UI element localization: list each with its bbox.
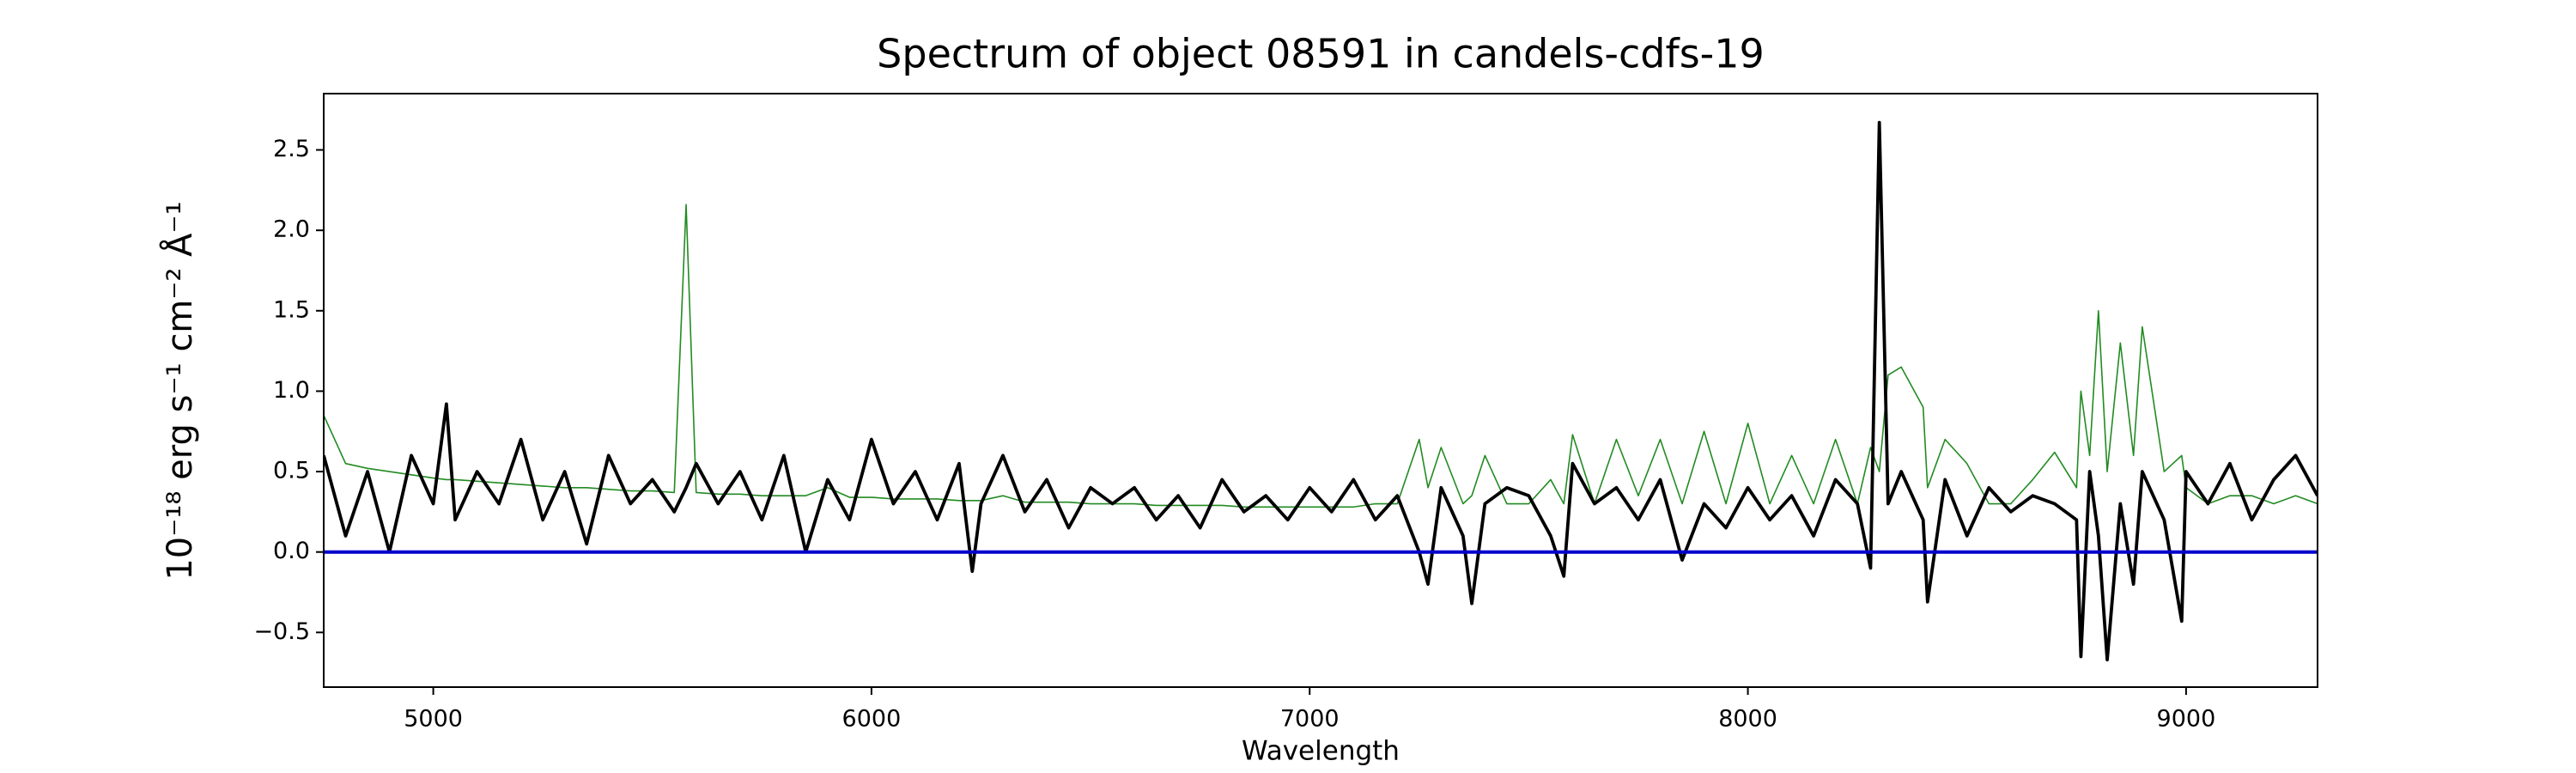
x-tick-label: 6000 bbox=[842, 706, 902, 733]
x-tick-label: 7000 bbox=[1280, 706, 1340, 733]
spectrum-line bbox=[324, 204, 2318, 508]
y-tick-label: 2.5 bbox=[273, 136, 310, 162]
x-tick-label: 9000 bbox=[2157, 706, 2216, 733]
y-axis-label: 10⁻¹⁸ erg s⁻¹ cm⁻² Å⁻¹ bbox=[159, 201, 200, 580]
y-tick-label: 2.0 bbox=[273, 216, 310, 243]
spectrum-line bbox=[324, 120, 2318, 662]
plot-frame bbox=[323, 93, 2318, 688]
x-tick-label: 8000 bbox=[1718, 706, 1777, 733]
y-tick-label: 0.5 bbox=[273, 458, 310, 484]
y-tick-label: 1.0 bbox=[273, 377, 310, 404]
x-axis-label: Wavelength bbox=[1242, 736, 1400, 767]
x-tick-label: 5000 bbox=[404, 706, 463, 733]
chart-title: Spectrum of object 08591 in candels-cdfs… bbox=[877, 31, 1765, 77]
y-tick-label: 1.5 bbox=[273, 296, 310, 323]
y-tick-label: 0.0 bbox=[273, 538, 310, 564]
y-tick-label: −0.5 bbox=[253, 618, 310, 645]
plot-area bbox=[324, 120, 2318, 662]
